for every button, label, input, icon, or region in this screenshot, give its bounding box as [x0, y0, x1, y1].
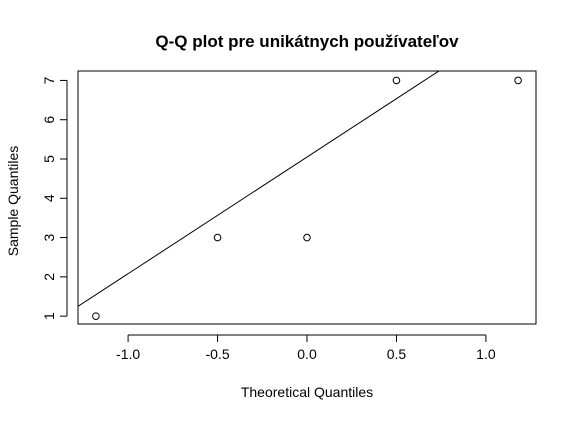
y-tick-label: 2 — [41, 273, 57, 281]
data-point — [514, 76, 522, 85]
data-point — [213, 233, 222, 242]
x-tick-label: 0.0 — [297, 346, 317, 362]
x-tick-label: 1.0 — [476, 346, 496, 362]
plot-area: -1.0 -0.5 0.0 0.5 1.0 1 2 3 4 5 6 7 — [41, 70, 537, 362]
qq-reference-line — [78, 71, 440, 307]
y-tick-label: 6 — [41, 116, 57, 124]
data-point — [92, 312, 100, 320]
x-tick-label: -1.0 — [116, 346, 140, 362]
x-axis-label: Theoretical Quantiles — [241, 384, 373, 400]
y-tick-label: 3 — [41, 233, 57, 241]
y-tick-label: 4 — [41, 194, 57, 202]
x-tick-label: -0.5 — [205, 346, 229, 362]
y-axis-label: Sample Quantiles — [5, 146, 21, 257]
y-tick-label: 5 — [41, 155, 57, 163]
chart-title: Q-Q plot pre unikátnych používateľov — [155, 32, 459, 51]
data-point — [392, 76, 401, 85]
x-tick-label: 0.5 — [387, 346, 407, 362]
plot-frame — [77, 70, 537, 325]
y-tick-label: 7 — [41, 76, 57, 84]
y-tick-label: 1 — [41, 312, 57, 320]
data-point — [303, 233, 311, 242]
